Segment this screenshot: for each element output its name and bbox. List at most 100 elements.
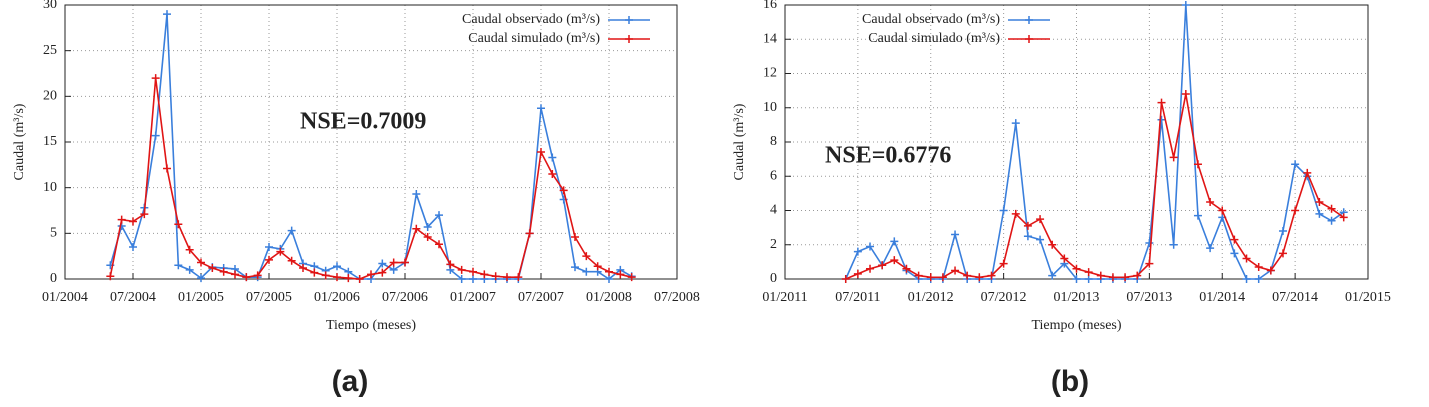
marker [1218,206,1227,215]
x-tick-label: 01/2012 [908,290,954,305]
x-tick-label: 07/2005 [246,290,292,305]
x-tick-label: 01/2006 [314,290,360,305]
x-tick-label: 01/2004 [42,290,88,305]
marker [951,266,960,275]
marker [1060,254,1069,263]
marker [287,226,296,235]
legend-label: Caudal observado (m³/s) [862,12,1000,27]
marker [389,258,398,267]
panel-label: (b) [1051,365,1089,398]
marker [593,262,602,271]
marker [344,274,353,283]
marker [457,275,466,283]
marker [469,267,477,276]
marker [1169,153,1178,162]
marker [902,264,911,273]
marker [469,275,477,283]
annotation: NSE=0.7009 [300,109,426,135]
x-tick-label: 07/2006 [382,290,428,305]
marker [333,262,341,271]
marker [963,271,972,280]
marker [1315,209,1324,218]
x-tick-label: 01/2005 [178,290,224,305]
x-tick-label: 07/2004 [110,290,156,305]
marker [537,104,545,113]
y-tick-label: 0 [770,271,777,286]
x-tick-label: 01/2014 [1199,290,1245,305]
marker [975,273,984,282]
marker [412,190,421,199]
marker [890,256,899,265]
marker [1278,249,1287,258]
marker [548,153,557,162]
y-tick-label: 4 [770,203,777,218]
marker [571,263,579,272]
marker [197,258,205,267]
marker [1278,227,1287,236]
y-tick-label: 30 [43,0,57,12]
marker [174,220,183,229]
marker [355,275,364,283]
y-tick-label: 25 [43,43,57,58]
marker [287,256,296,265]
chart: 0 5 10 15 20 25 30 01/2004 07/2004 01/2005 07/2005… [12,0,700,398]
marker [537,148,545,157]
marker [1327,204,1336,213]
x-tick-label: 01/2015 [1345,290,1391,305]
marker [1254,275,1263,283]
y-tick-label: 10 [43,180,57,195]
marker [117,215,126,224]
marker [185,265,194,274]
x-tick-label: 07/2013 [1126,290,1172,305]
marker [926,273,935,282]
x-tick-label: 07/2008 [654,290,700,305]
marker [1242,275,1251,283]
marker [151,74,160,83]
marker [446,260,455,269]
y-tick-label: 8 [770,134,777,149]
marker [1084,268,1093,277]
y-tick-label: 16 [763,0,777,12]
legend-label: Caudal simulado (m³/s) [468,31,600,46]
marker [367,270,375,279]
marker [242,273,251,282]
marker [582,267,591,276]
x-tick-label: 07/2014 [1272,290,1318,305]
marker [1157,115,1166,124]
marker [559,186,568,195]
marker [841,275,850,283]
marker [1193,211,1202,220]
marker [1303,168,1312,177]
marker [106,272,115,281]
marker [1023,232,1032,241]
legend-label: Caudal observado (m³/s) [462,12,600,27]
marker [1230,235,1239,244]
marker [299,264,307,273]
marker [1254,263,1263,272]
x-tick-label: 01/2008 [586,290,632,305]
marker [1011,209,1020,218]
marker [987,271,996,280]
marker [208,264,217,273]
marker [1230,249,1239,258]
marker [951,230,960,239]
marker [1315,197,1324,206]
marker [1048,240,1057,249]
marker [548,169,557,178]
marker [853,247,862,256]
marker [1206,244,1215,253]
series-line [845,93,1345,280]
y-tick-label: 10 [763,100,777,115]
marker [197,274,205,283]
marker [878,261,887,270]
marker [163,164,171,173]
marker [276,247,285,256]
marker [1291,160,1300,169]
legend-label: Caudal simulado (m³/s) [868,31,1000,46]
marker [151,131,160,140]
x-tick-label: 07/2011 [835,290,880,305]
marker [174,261,183,270]
x-tick-label: 01/2013 [1054,290,1100,305]
marker [1193,160,1202,169]
